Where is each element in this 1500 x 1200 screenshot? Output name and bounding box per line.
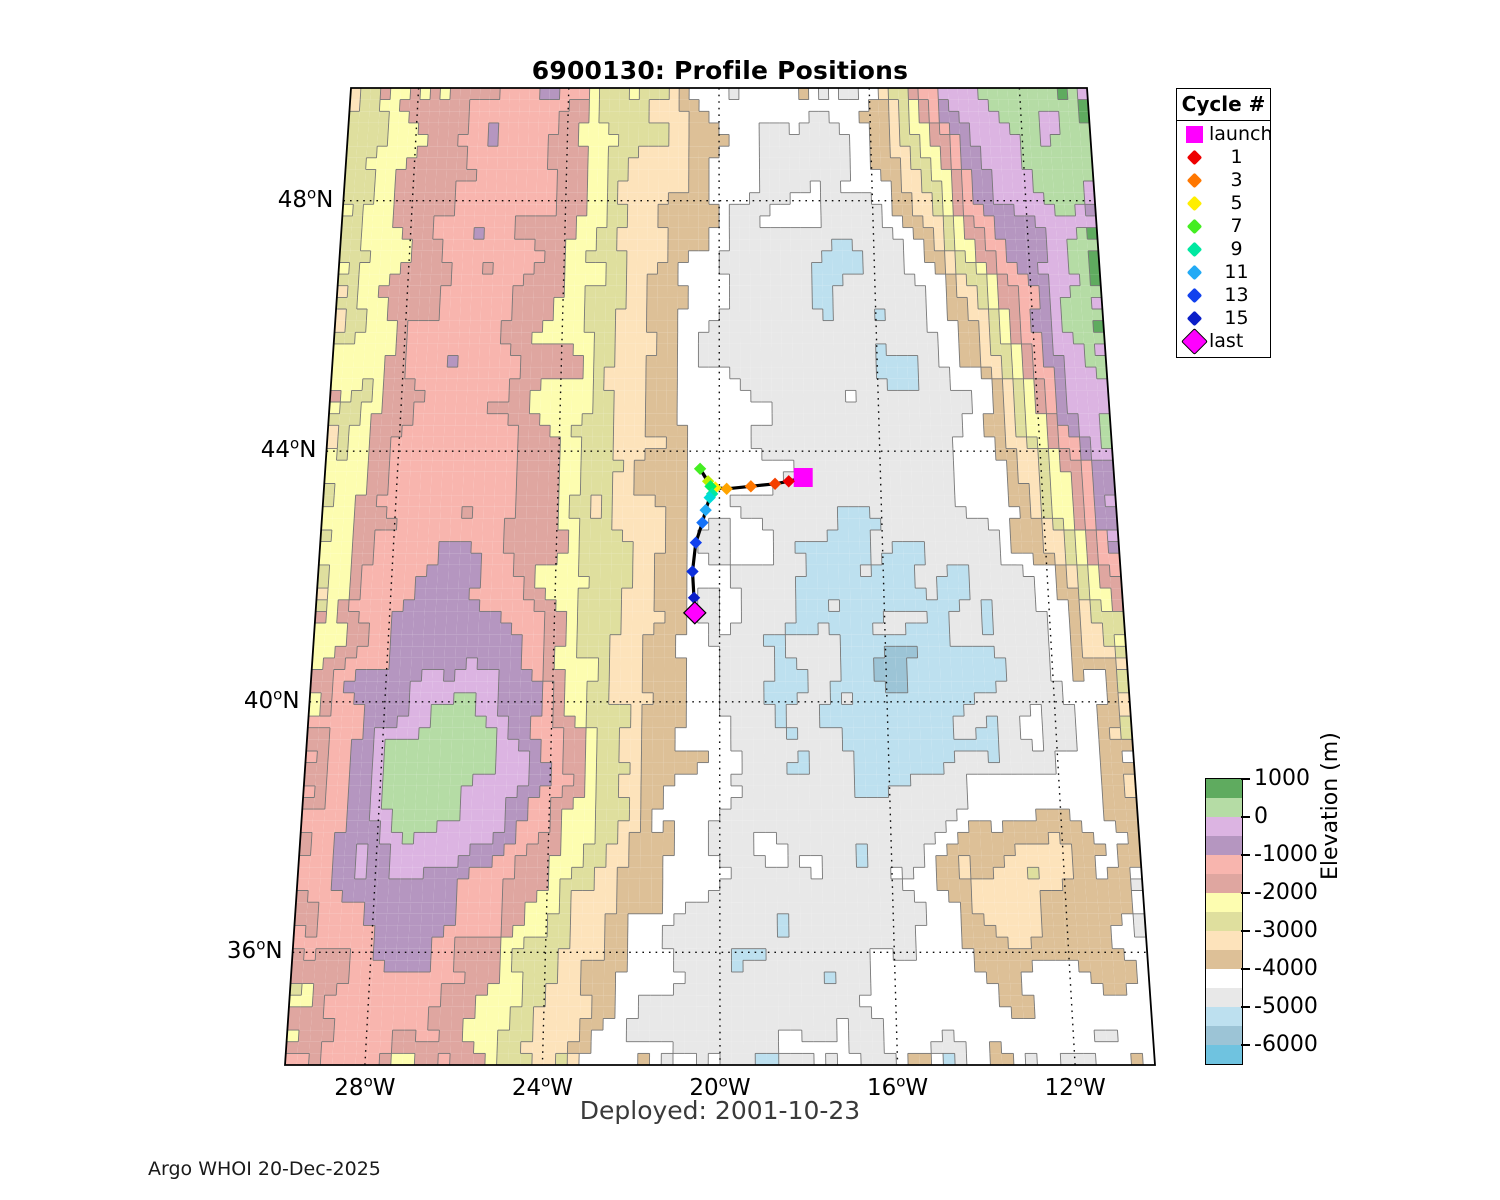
legend-item[interactable]: launch [1177, 123, 1273, 146]
legend-swatch-square [1185, 126, 1203, 143]
legend-item[interactable]: 13 [1177, 284, 1270, 307]
colorbar-band [1206, 950, 1242, 969]
x-tick-label: 24oW [511, 1072, 574, 1101]
legend-swatch-diamond [1186, 195, 1202, 212]
legend-item-label: 7 [1230, 215, 1243, 237]
legend-item-label: 9 [1230, 238, 1243, 260]
map-frame [284, 87, 1156, 1066]
colorbar-band [1206, 969, 1242, 988]
legend-item[interactable]: 9 [1177, 238, 1270, 261]
page-title: 6900130: Profile Positions [531, 56, 909, 85]
credit-label: Argo WHOI 20-Dec-2025 [148, 1158, 381, 1180]
legend-title: Cycle # [1177, 89, 1270, 121]
colorbar-tick [1241, 816, 1250, 818]
colorbar-band [1206, 1007, 1242, 1026]
colorbar-tick [1241, 1044, 1250, 1046]
colorbar-tick [1241, 968, 1250, 970]
x-tick-label: 28oW [334, 1072, 396, 1101]
colorbar-tick [1241, 854, 1250, 856]
legend-item-label: 5 [1230, 192, 1243, 214]
legend-swatch-diamond [1186, 218, 1202, 235]
legend-item[interactable]: 1 [1177, 146, 1270, 169]
colorbar-band [1206, 1045, 1242, 1064]
map-panel[interactable] [280, 84, 1164, 1074]
legend-swatch-diamond [1186, 264, 1202, 281]
deployed-label: Deployed: 2001-10-23 [579, 1096, 861, 1125]
legend-items: launch 1 3 5 7 9 11 13 15 last [1177, 121, 1273, 357]
colorbar-band [1206, 874, 1242, 893]
legend-item[interactable]: last [1177, 328, 1270, 355]
elevation-colorbar [1205, 778, 1243, 1065]
legend-swatch-diamond [1186, 149, 1202, 166]
y-tick-label: 48oN [277, 184, 334, 213]
colorbar-tick-label: 1000 [1254, 766, 1310, 791]
colorbar-tick [1241, 892, 1250, 894]
colorbar-tick [1241, 1006, 1250, 1008]
legend-item[interactable]: 11 [1177, 261, 1270, 284]
legend-swatch-diamond [1186, 172, 1202, 189]
colorbar-band [1206, 817, 1242, 836]
colorbar-tick-label: 0 [1254, 804, 1268, 829]
legend-swatch-diamond [1186, 287, 1202, 304]
legend-swatch-diamond-large [1180, 328, 1208, 355]
bathymetry-map [284, 87, 1156, 1066]
colorbar-tick-label: -5000 [1254, 994, 1318, 1019]
colorbar-band [1206, 931, 1242, 950]
legend-item-label: 1 [1230, 146, 1243, 168]
x-tick-label: 12oW [1044, 1072, 1106, 1101]
legend-item[interactable]: 3 [1177, 169, 1270, 192]
colorbar-band [1206, 912, 1242, 931]
colorbar-tick [1241, 778, 1250, 780]
y-tick-label: 36oN [226, 935, 283, 965]
legend-item[interactable]: 5 [1177, 192, 1270, 215]
legend-item-label: launch [1209, 123, 1273, 145]
colorbar-band [1206, 1026, 1242, 1045]
colorbar-band [1206, 893, 1242, 912]
colorbar-band [1206, 798, 1242, 817]
y-tick-label: 44oN [260, 434, 317, 464]
colorbar-band [1206, 836, 1242, 855]
colorbar-tick-label: -1000 [1254, 842, 1318, 867]
colorbar-tick-label: -2000 [1254, 880, 1318, 905]
float-track [682, 462, 813, 625]
y-tick-label: 40oN [243, 685, 300, 714]
legend-item-label: 15 [1224, 307, 1249, 329]
legend-swatch-diamond [1186, 310, 1202, 327]
colorbar-band [1206, 855, 1242, 874]
legend-item-label: 11 [1224, 261, 1249, 283]
colorbar-tick-label: -4000 [1254, 956, 1318, 981]
legend-item[interactable]: 15 [1177, 307, 1270, 330]
colorbar-tick-label: -3000 [1254, 918, 1318, 943]
x-tick-label: 16oW [866, 1072, 929, 1101]
colorbar-band [1206, 988, 1242, 1007]
legend-item-label: 13 [1224, 284, 1249, 306]
legend-item-label: 3 [1230, 169, 1243, 191]
colorbar-tick [1241, 930, 1250, 932]
x-tick-label: 20oW [689, 1072, 751, 1101]
colorbar-band [1206, 779, 1242, 798]
legend-item-label: last [1209, 330, 1244, 352]
legend-item[interactable]: 7 [1177, 215, 1270, 238]
cycle-legend[interactable]: Cycle # launch 1 3 5 7 9 11 13 15 last [1176, 88, 1273, 358]
colorbar-title: Elevation (m) [1318, 732, 1343, 880]
colorbar-tick-label: -6000 [1254, 1032, 1318, 1057]
legend-swatch-diamond [1186, 241, 1202, 258]
